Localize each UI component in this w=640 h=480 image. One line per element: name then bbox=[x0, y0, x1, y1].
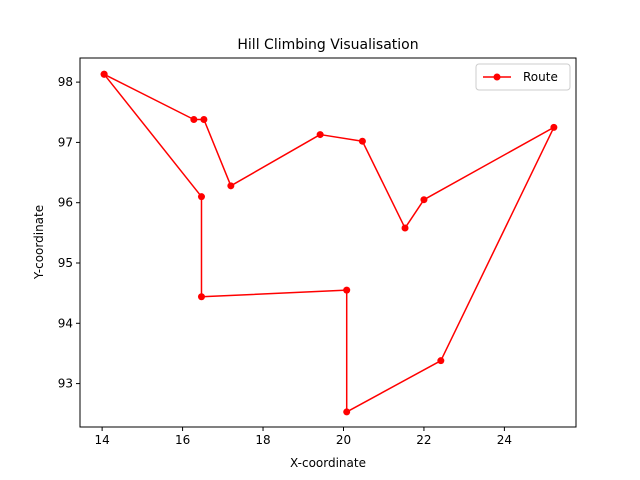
route-point bbox=[100, 70, 108, 78]
route-point bbox=[343, 286, 351, 294]
y-tick-label: 97 bbox=[58, 135, 73, 149]
route-point bbox=[550, 123, 558, 131]
y-axis-ticks: 93 94 95 96 97 98 bbox=[58, 75, 80, 391]
route-point bbox=[316, 131, 324, 139]
chart-title: Hill Climbing Visualisation bbox=[237, 37, 418, 53]
x-axis-ticks: 14 16 18 20 22 24 bbox=[94, 427, 512, 447]
plot-series bbox=[100, 70, 558, 416]
plot-area-frame bbox=[79, 57, 577, 428]
x-tick-label: 22 bbox=[416, 433, 431, 447]
x-tick-label: 20 bbox=[336, 433, 351, 447]
legend-label-route: Route bbox=[523, 70, 558, 84]
y-tick-label: 93 bbox=[58, 377, 73, 391]
route-point bbox=[190, 116, 198, 123]
route-point bbox=[437, 357, 445, 365]
x-axis-label: X-coordinate bbox=[290, 456, 366, 470]
y-tick-label: 98 bbox=[58, 75, 73, 89]
x-tick-label: 24 bbox=[497, 433, 512, 447]
x-tick-label: 14 bbox=[94, 433, 109, 447]
route-point bbox=[227, 182, 235, 190]
legend-marker-route bbox=[493, 73, 501, 81]
route-point bbox=[358, 137, 366, 145]
x-tick-label: 16 bbox=[175, 433, 190, 447]
y-tick-label: 94 bbox=[58, 316, 73, 330]
route-point bbox=[401, 224, 409, 232]
route-point bbox=[343, 408, 351, 416]
x-tick-label: 18 bbox=[255, 433, 270, 447]
route-point bbox=[197, 193, 205, 201]
route-point bbox=[200, 116, 208, 123]
legend-box bbox=[475, 63, 571, 91]
y-axis-label: Y-coordinate bbox=[32, 205, 46, 280]
route-point bbox=[420, 196, 428, 204]
y-tick-label: 95 bbox=[58, 256, 73, 270]
route-point bbox=[197, 293, 205, 301]
legend: Route bbox=[475, 63, 571, 91]
y-tick-label: 96 bbox=[58, 196, 73, 210]
